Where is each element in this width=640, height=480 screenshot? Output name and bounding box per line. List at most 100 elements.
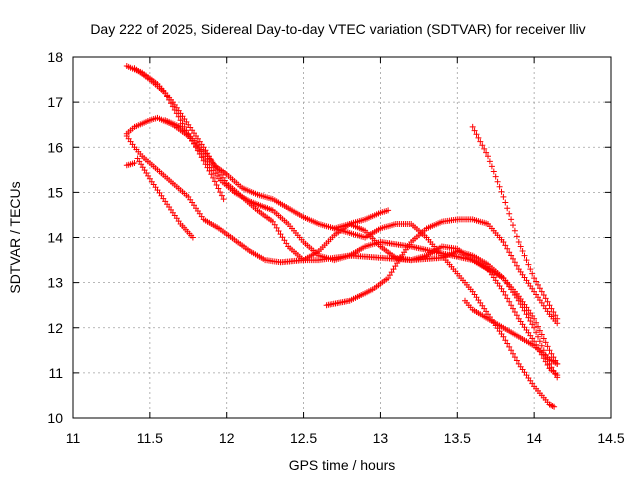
data-point xyxy=(502,292,509,298)
data-point xyxy=(281,237,288,244)
data-point xyxy=(510,305,516,312)
data-point xyxy=(544,343,551,350)
series-track-6 xyxy=(123,160,138,169)
data-point xyxy=(504,245,511,252)
data-point xyxy=(179,120,186,127)
data-point xyxy=(550,309,557,315)
data-point xyxy=(510,350,516,357)
data-point xyxy=(277,231,284,238)
data-point xyxy=(554,372,561,379)
data-point xyxy=(279,234,286,241)
series-track-9 xyxy=(331,221,558,410)
data-point xyxy=(494,178,501,185)
x-tick-label: 11 xyxy=(66,430,81,446)
data-point xyxy=(546,302,553,309)
data-point xyxy=(498,188,505,195)
y-tick-label: 16 xyxy=(47,139,63,155)
data-point xyxy=(273,224,280,231)
data-point xyxy=(168,100,174,107)
data-point xyxy=(535,281,541,288)
data-point xyxy=(175,113,182,120)
data-point xyxy=(496,183,503,190)
x-tick-label: 14.5 xyxy=(597,430,624,446)
data-point xyxy=(535,333,541,340)
data-series xyxy=(123,63,561,410)
data-point xyxy=(529,270,536,277)
data-point xyxy=(506,343,513,350)
data-point xyxy=(479,142,486,149)
plot-frame xyxy=(72,56,612,419)
series-track-4 xyxy=(123,133,561,381)
data-point xyxy=(213,182,220,188)
data-point xyxy=(511,309,518,315)
data-point xyxy=(538,288,545,295)
data-point xyxy=(169,103,176,110)
data-point xyxy=(515,239,522,245)
data-point xyxy=(500,239,507,245)
chart-title: Day 222 of 2025, Sidereal Day-to-day VTE… xyxy=(90,21,585,37)
data-point xyxy=(483,149,490,156)
data-point xyxy=(500,193,507,200)
data-point xyxy=(506,249,513,256)
data-point xyxy=(131,160,138,166)
y-tick-label: 11 xyxy=(48,365,63,381)
data-point xyxy=(548,305,555,312)
data-point xyxy=(502,242,509,249)
data-point xyxy=(218,192,225,199)
data-point xyxy=(275,228,282,234)
data-point xyxy=(542,339,549,346)
data-point xyxy=(548,350,555,357)
data-point xyxy=(385,207,392,214)
data-point xyxy=(551,403,558,410)
data-point xyxy=(471,127,478,134)
data-point xyxy=(533,319,540,326)
data-point xyxy=(208,171,215,178)
data-point xyxy=(521,307,528,314)
data-point xyxy=(173,110,180,117)
data-point xyxy=(510,255,516,262)
data-point xyxy=(500,288,507,295)
data-point xyxy=(540,335,547,342)
data-point xyxy=(525,261,532,268)
data-point xyxy=(477,138,484,145)
data-point xyxy=(220,196,227,203)
x-tick-label: 13.5 xyxy=(444,430,471,446)
data-point xyxy=(473,131,480,138)
data-point xyxy=(546,347,553,354)
data-point xyxy=(500,333,507,340)
series-track-2 xyxy=(131,65,227,203)
data-point xyxy=(536,327,543,334)
y-tick-label: 18 xyxy=(47,49,63,65)
data-point xyxy=(540,292,547,298)
data-point xyxy=(271,221,278,228)
series-track-5 xyxy=(134,155,196,241)
data-point xyxy=(544,362,551,368)
y-tick-label: 13 xyxy=(47,275,63,291)
data-point xyxy=(508,252,515,259)
data-point xyxy=(217,189,224,196)
y-tick-label: 12 xyxy=(47,320,63,336)
data-point xyxy=(525,314,532,321)
data-point xyxy=(517,301,524,308)
y-axis-title: SDTVAR / TECUs xyxy=(7,181,23,293)
data-point xyxy=(488,163,495,170)
data-point xyxy=(215,185,222,192)
data-point xyxy=(533,329,540,336)
data-point xyxy=(542,295,549,302)
data-point xyxy=(535,323,541,330)
data-point xyxy=(189,234,196,241)
data-point xyxy=(486,158,493,165)
data-point xyxy=(531,275,538,282)
data-point xyxy=(171,107,178,113)
x-tick-label: 14 xyxy=(526,430,542,446)
data-point xyxy=(552,312,559,319)
data-point xyxy=(538,342,545,349)
data-point xyxy=(492,173,499,180)
data-point xyxy=(504,340,511,347)
data-point xyxy=(554,315,561,322)
y-tick-label: 14 xyxy=(47,230,63,246)
data-point xyxy=(162,90,169,97)
data-point xyxy=(511,259,518,266)
series-track-7 xyxy=(162,117,561,379)
